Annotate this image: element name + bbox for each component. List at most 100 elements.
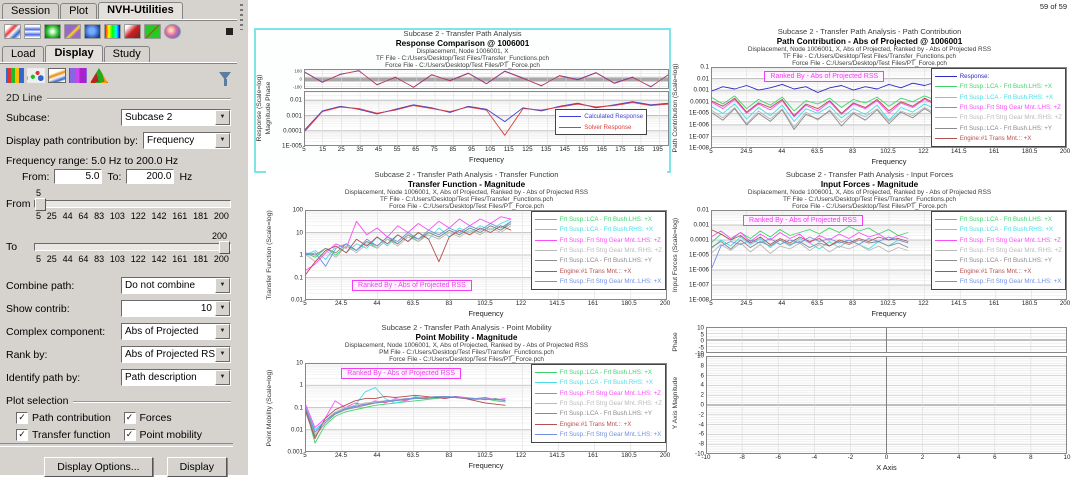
show-contrib-dropdown[interactable]: 10: [121, 300, 231, 317]
checkbox-icon[interactable]: [123, 429, 136, 441]
checkbox-transfer-function[interactable]: Transfer function: [16, 429, 124, 441]
chevron-down-icon[interactable]: [215, 301, 230, 316]
plot-title-line: Force File - C:/Users/Desktop/Test Files…: [389, 356, 544, 364]
area-plot-icon[interactable]: [90, 68, 108, 83]
plot-title-line: TF File - C:/Users/Desktop/Test Files/Tr…: [782, 195, 957, 203]
legend-entry: Frt Susp.:LCA - Frt Bush.LHS: +Y: [534, 256, 662, 266]
to-slider-label: To: [6, 241, 18, 253]
tab-session[interactable]: Session: [2, 3, 60, 19]
tab-display[interactable]: Display: [45, 45, 103, 62]
plot-empty-axes[interactable]: Phase Y Axis Magnitude 10 5 0 -5 -10 10 8 6 4 2 0 -2-…: [672, 324, 1071, 473]
tab-plot[interactable]: Plot: [60, 3, 98, 19]
checkbox-point-mobility[interactable]: Point mobility: [123, 429, 232, 441]
slider-tick-label: 161: [172, 254, 188, 264]
dsa-colorbar-icon[interactable]: [104, 24, 121, 39]
checkbox-path-contribution[interactable]: Path contribution: [16, 412, 124, 424]
plot-response-comparison[interactable]: Subcase 2 - Transfer Path Analysis Respon…: [254, 28, 671, 173]
plot-path-contribution[interactable]: Subcase 2 - Transfer Path Analysis - Pat…: [672, 27, 1070, 169]
panel-menu-icon[interactable]: [226, 28, 233, 35]
chevron-down-icon[interactable]: [215, 110, 230, 125]
to-input[interactable]: [126, 169, 175, 184]
subcase-dropdown[interactable]: Subcase 2: [121, 109, 231, 126]
legend-label: Frt Susp.:LCA - Frt Bush.LHS: +X: [959, 83, 1053, 91]
legend-entry: Engine:#1 Trans Mnt.:: +X: [934, 266, 1062, 276]
vehicle-icon[interactable]: [124, 24, 141, 39]
mouse-icon[interactable]: [84, 24, 101, 39]
legend-entry: Frt Susp.:LCA - Frt Bush.RHS: +X: [934, 92, 1062, 102]
plot-title-path-contribution: Subcase 2 - Transfer Path Analysis - Pat…: [672, 27, 1067, 67]
checkbox-forces[interactable]: Forces: [123, 412, 232, 424]
to-slider-thumb[interactable]: [219, 241, 230, 254]
filter-funnel-icon[interactable]: [219, 71, 231, 86]
line-plot-icon[interactable]: [48, 68, 66, 83]
sphere-icon[interactable]: [164, 24, 181, 39]
bolt-icon[interactable]: [64, 24, 81, 39]
dual-curve-icon[interactable]: [24, 24, 41, 39]
checkbox-icon[interactable]: [123, 412, 136, 424]
combine-path-dropdown[interactable]: Do not combine: [121, 277, 231, 294]
rank-by-dropdown[interactable]: Abs of Projected RSS: [121, 346, 231, 363]
histogram-icon[interactable]: [69, 68, 87, 83]
slider-tick-label: 142: [151, 211, 167, 221]
display-options-button[interactable]: Display Options...: [44, 457, 153, 477]
chevron-down-icon[interactable]: [215, 278, 230, 293]
tab-nvh-utilities[interactable]: NVH-Utilities: [98, 2, 183, 19]
from-slider-thumb[interactable]: [35, 198, 46, 211]
to-label: To:: [107, 170, 122, 183]
bar-chart-icon[interactable]: [6, 68, 24, 83]
display-button[interactable]: Display: [166, 457, 227, 477]
panel-separator: [0, 443, 233, 447]
plot-input-forces[interactable]: Subcase 2 - Transfer Path Analysis - Inp…: [672, 170, 1070, 321]
hz-label: Hz: [179, 170, 193, 183]
plot-transfer-function[interactable]: Subcase 2 - Transfer Path Analysis - Tra…: [266, 170, 670, 321]
identify-path-dropdown[interactable]: Path description: [121, 369, 231, 386]
y-tick-labels: 10 1 0.1 0.01 0.001: [275, 360, 305, 456]
rank-by-value: Abs of Projected RSS: [125, 349, 215, 360]
xy-curve-icon[interactable]: [4, 24, 21, 39]
plot-panes: Ranked By - Abs of Projected RSS Frt Susp…: [305, 210, 667, 301]
legend-entry: Frt Susp.:Frt Strg Gear Mnt.:RHS: +Z: [934, 245, 1062, 255]
to-slider-track[interactable]: [34, 241, 231, 254]
checkbox-icon[interactable]: [16, 429, 28, 441]
legend-line-sample: [934, 75, 957, 77]
x-tick-labels: -10 -8 -6 -4 -2 0 2 4 6 8 10: [701, 454, 1071, 461]
chevron-down-icon[interactable]: [215, 370, 230, 385]
chevron-down-icon[interactable]: [215, 347, 230, 362]
from-slider-track[interactable]: [34, 198, 231, 211]
y-axis-label: Point Mobility (Scale=log): [266, 369, 273, 447]
series-line: [305, 225, 512, 263]
legend-label: Frt Susp.:Frt Strg Gear Mnt.:LHS: +Z: [959, 236, 1061, 244]
from-label: From:: [22, 170, 50, 183]
ranked-by-annotation: Ranked By - Abs of Projected RSS: [341, 367, 461, 379]
legend-label: Response:: [959, 72, 990, 80]
checkbox-icon[interactable]: [16, 412, 28, 424]
plot-point-mobility[interactable]: Subcase 2 - Transfer Path Analysis - Poi…: [266, 323, 670, 473]
nvh-utilities-panel: Session Plot NVH-Utilities Load Display …: [0, 0, 238, 477]
scatter-plot-icon[interactable]: [27, 68, 45, 83]
legend-entry: Frt Susp.:Frt Strg Gear Mnt.:LHS: +Z: [934, 235, 1062, 245]
show-contrib-value: 10: [200, 303, 212, 314]
legend-label: Calculated Response: [584, 113, 644, 121]
legend-label: Frt Susp.:Frt Strg Gear Mnt.:RHS: +Z: [559, 247, 662, 255]
tab-load[interactable]: Load: [2, 46, 45, 62]
legend-line-sample: [534, 413, 557, 415]
disc-icon[interactable]: [44, 24, 61, 39]
diagonal-plot-icon[interactable]: [144, 24, 161, 39]
y-axis-sublabel: Magnitude Phase: [265, 81, 272, 135]
from-input[interactable]: [54, 169, 103, 184]
from-slider-value: 5: [36, 188, 42, 198]
legend-line-sample: [559, 116, 582, 118]
y-tick: 6: [700, 372, 704, 380]
series-line: [711, 106, 949, 128]
series-line: [711, 229, 909, 247]
x-tick-labels: 5 15 25 35 45 55 65 75 85 95 105 115 125 135 145 155 165…: [302, 146, 663, 154]
complex-component-dropdown[interactable]: Abs of Projected: [121, 323, 231, 340]
y-axis-label: Response (Scale=log): [256, 74, 263, 142]
y-tick: 0.01: [696, 206, 709, 214]
chevron-down-icon[interactable]: [215, 133, 230, 148]
display-by-dropdown[interactable]: Frequency: [143, 132, 231, 149]
slider-tick-label: 5: [36, 211, 42, 221]
chevron-down-icon[interactable]: [215, 324, 230, 339]
tab-study[interactable]: Study: [103, 46, 150, 62]
